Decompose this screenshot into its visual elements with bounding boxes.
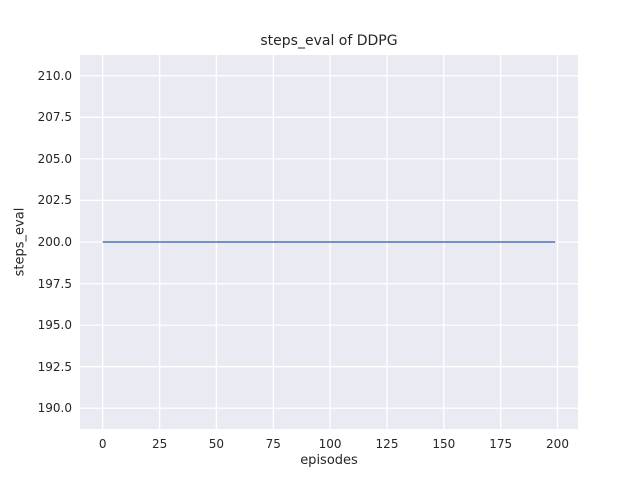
y-tick-label: 202.5: [37, 193, 72, 208]
x-tick-label: 100: [318, 437, 342, 451]
chart-title: steps_eval of DDPG: [260, 33, 398, 49]
y-tick-label: 207.5: [37, 110, 72, 125]
y-tick-label: 190.0: [37, 401, 72, 416]
x-axis-label: episodes: [300, 453, 358, 468]
y-tick-label: 192.5: [37, 359, 72, 374]
x-tick-label: 75: [265, 437, 281, 451]
chart-canvas: [80, 55, 578, 429]
y-tick-label: 200.0: [37, 235, 72, 249]
x-tick-label: 175: [489, 437, 513, 451]
y-tick-label: 205.0: [37, 151, 72, 166]
plot-area: [80, 55, 578, 429]
x-tick-label: 125: [375, 437, 399, 451]
y-tick-label: 210.0: [37, 68, 72, 83]
x-tick-label: 25: [151, 437, 168, 451]
x-tick-label: 200: [546, 437, 569, 451]
y-tick-label: 197.5: [37, 276, 72, 291]
y-tick-label: 195.0: [37, 318, 72, 333]
x-tick-label: 50: [208, 437, 225, 451]
x-tick-label: 150: [432, 437, 456, 451]
x-tick-label: 0: [98, 437, 107, 451]
